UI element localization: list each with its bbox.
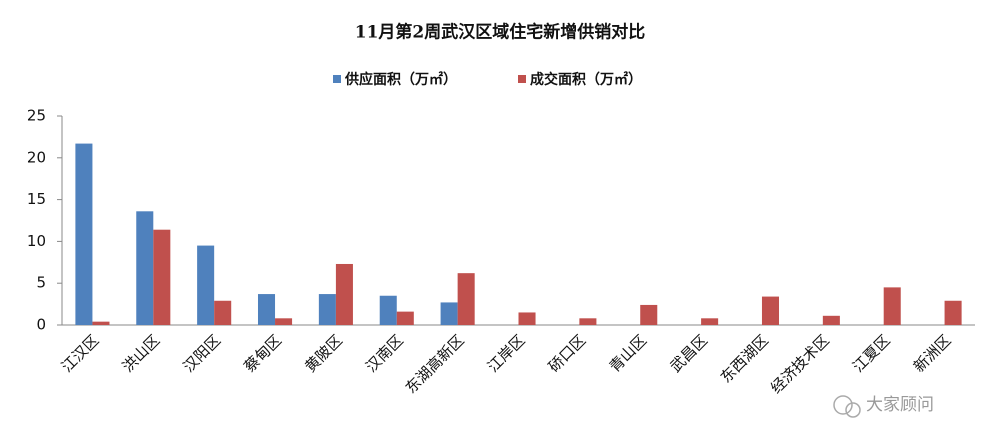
legend-swatch bbox=[333, 75, 341, 83]
x-tick-label: 东西湖区 bbox=[717, 331, 772, 386]
x-tick-label: 东湖高新区 bbox=[402, 331, 468, 397]
bar bbox=[318, 294, 336, 325]
bar bbox=[257, 294, 276, 325]
watermark-icon bbox=[833, 395, 853, 415]
bar bbox=[518, 312, 536, 325]
legend-swatch bbox=[518, 75, 526, 83]
bar bbox=[457, 273, 475, 325]
bar bbox=[75, 143, 93, 325]
bar bbox=[197, 245, 215, 325]
bar bbox=[214, 300, 232, 325]
bar bbox=[379, 295, 397, 325]
x-tick-label: 硚口区 bbox=[545, 331, 590, 376]
bar bbox=[153, 229, 171, 325]
bar bbox=[335, 263, 353, 325]
bar bbox=[883, 287, 901, 325]
watermark: 大家顾问 bbox=[833, 395, 934, 418]
bar bbox=[440, 302, 458, 325]
x-tick-label: 蔡甸区 bbox=[240, 331, 285, 376]
bar bbox=[761, 296, 780, 325]
x-tick-label: 江汉区 bbox=[58, 331, 103, 376]
watermark-icon bbox=[845, 402, 861, 418]
watermark-text: 大家顾问 bbox=[866, 395, 934, 415]
bar bbox=[822, 315, 840, 325]
legend-label: 成交面积（万㎡） bbox=[530, 71, 642, 88]
y-tick-label: 0 bbox=[36, 316, 46, 334]
x-tick-label: 黄陂区 bbox=[301, 331, 346, 376]
x-tick-label: 汉南区 bbox=[362, 331, 407, 376]
bar bbox=[92, 321, 110, 325]
x-tick-label: 新洲区 bbox=[910, 331, 955, 376]
y-tick-label: 25 bbox=[27, 107, 46, 125]
legend-label: 供应面积（万㎡） bbox=[344, 71, 457, 88]
y-tick-label: 15 bbox=[27, 190, 46, 208]
bar bbox=[944, 300, 962, 325]
y-tick-label: 10 bbox=[27, 232, 46, 250]
bar bbox=[579, 318, 597, 325]
y-tick-label: 20 bbox=[27, 148, 46, 166]
x-tick-label: 汉阳区 bbox=[180, 331, 225, 376]
chart-title: 11月第2周武汉区域住宅新增供销对比 bbox=[355, 22, 646, 43]
x-tick-label: 洪山区 bbox=[119, 331, 164, 376]
bar bbox=[396, 311, 414, 325]
y-tick-label: 5 bbox=[36, 274, 46, 292]
x-tick-label: 武昌区 bbox=[667, 331, 712, 376]
x-tick-label: 江夏区 bbox=[849, 331, 894, 376]
x-tick-label: 江岸区 bbox=[484, 331, 529, 376]
bar bbox=[275, 318, 293, 325]
bar bbox=[136, 211, 154, 325]
x-tick-label: 经济技术区 bbox=[767, 331, 833, 397]
bar bbox=[701, 318, 719, 325]
x-tick-label: 青山区 bbox=[606, 331, 651, 376]
bar bbox=[640, 304, 658, 325]
